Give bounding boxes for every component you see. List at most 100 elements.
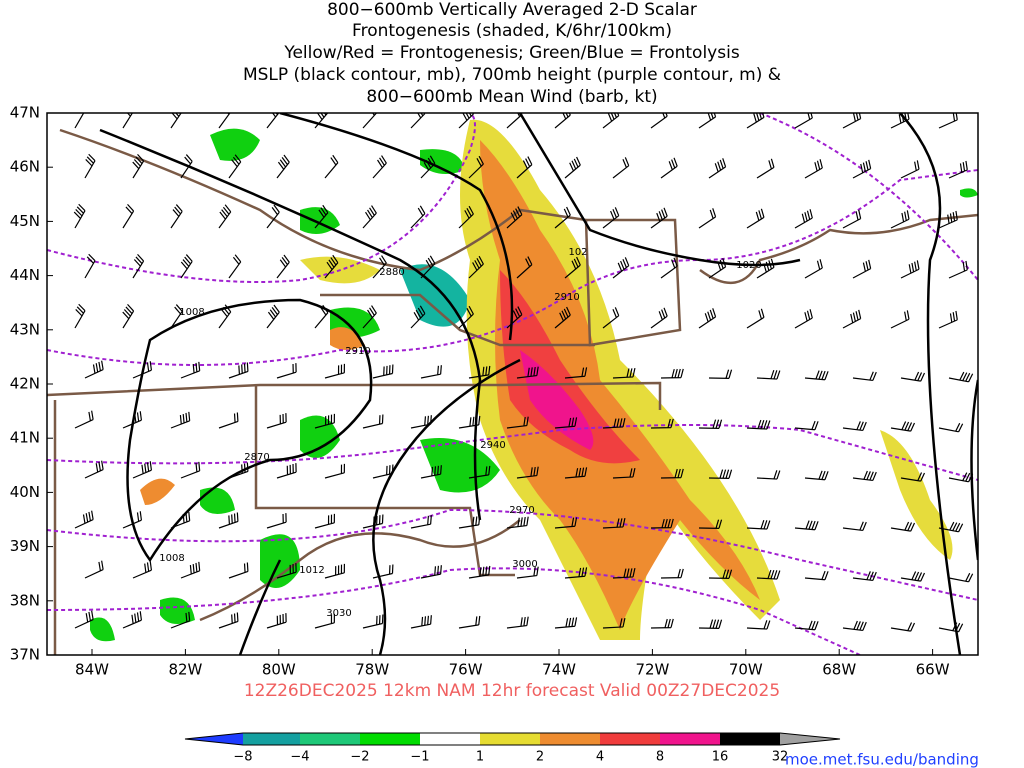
wind-barb (890, 421, 916, 432)
wind-barb (650, 113, 668, 129)
wind-barb (506, 206, 523, 229)
wind-barb (804, 259, 823, 279)
colorbar-label: 4 (596, 750, 604, 765)
lat-label: 39N (10, 537, 40, 555)
wind-barb (756, 158, 775, 179)
wind-barb (170, 113, 182, 129)
wind-barb (602, 518, 626, 529)
wind-barb (324, 463, 345, 479)
wind-barb (84, 360, 104, 379)
wind-barb (708, 158, 727, 179)
wind-barb (842, 209, 862, 229)
wind-barb (516, 566, 539, 579)
lat-label: 40N (10, 483, 40, 501)
wind-barb (458, 415, 481, 429)
wind-barb (794, 209, 813, 229)
lon-label: 70W (729, 661, 763, 679)
wind-barb (170, 204, 183, 229)
wind-barb (516, 156, 533, 179)
title-line: MSLP (black contour, mb), 700mb height (… (243, 65, 781, 85)
wind-barb (458, 305, 474, 329)
title-block: 800−600mb Vertically Averaged 2-D Scalar… (243, 0, 781, 107)
contour-label: 2940 (480, 440, 505, 451)
wind-barb (266, 413, 287, 429)
wind-barb (746, 208, 765, 229)
wind-barb (324, 254, 339, 279)
wind-barb (612, 157, 630, 179)
wind-barb (74, 303, 86, 329)
lon-label: 82W (168, 661, 202, 679)
forecast-line: 12Z26DEC2025 12km NAM 12hr forecast Vali… (244, 681, 780, 701)
contour-labels: 2880 1008 2910 2910 102 1020 2940 2870 2… (159, 247, 761, 619)
wind-barb (276, 363, 297, 379)
wind-barb (938, 521, 964, 533)
wind-barb (900, 472, 926, 482)
wind-barb (564, 156, 581, 179)
wind-barb (890, 310, 910, 329)
wind-barb (276, 154, 290, 179)
wind-barb (372, 364, 394, 379)
contour-label: 2970 (509, 505, 534, 516)
lat-label: 44N (10, 266, 40, 284)
wind-barb (660, 368, 684, 379)
lon-label: 76W (449, 661, 483, 679)
colorbar-label: 8 (656, 750, 664, 765)
wind-barb (746, 419, 771, 430)
wind-barb (266, 204, 280, 229)
lat-label: 46N (10, 158, 40, 176)
wind-barb (554, 206, 571, 229)
wind-barb (708, 469, 733, 479)
wind-barb (132, 361, 153, 379)
wind-barb (314, 413, 335, 429)
latitude-labels: 47N 46N 45N 44N 43N 42N 41N 40N 39N 38N 37N (10, 104, 53, 664)
wind-barb (410, 205, 426, 229)
wind-barb (276, 254, 290, 279)
wind-barb (554, 617, 578, 629)
wind-barb (900, 571, 926, 582)
wind-barb (420, 565, 442, 579)
wind-barb (458, 515, 481, 529)
wind-barb (804, 570, 829, 581)
wind-barb (708, 569, 733, 579)
wind-barb (180, 361, 201, 379)
lon-label: 78W (355, 661, 389, 679)
title-line: Frontogenesis (shaded, K/6hr/100km) (352, 21, 672, 41)
source-url[interactable]: moe.met.fsu.edu/banding (785, 751, 979, 768)
wind-barb (324, 563, 345, 579)
wind-barb (564, 567, 588, 579)
wind-barb (468, 565, 491, 579)
wind-barb (218, 512, 239, 529)
lat-label: 38N (10, 591, 40, 609)
wind-barb (852, 159, 872, 179)
wind-barb (458, 113, 474, 129)
wind-barb (506, 516, 529, 529)
frontolysis-strong (400, 264, 470, 327)
wind-barb (660, 257, 678, 279)
wind-barb (132, 561, 153, 579)
wind-barb (180, 154, 193, 179)
lat-label: 47N (10, 104, 40, 122)
wind-barb (890, 210, 910, 229)
wind-barb (650, 618, 674, 629)
wind-barb (74, 410, 94, 429)
wind-barb (122, 611, 143, 629)
wind-barb (660, 468, 684, 479)
wind-barb (890, 622, 916, 632)
wind-barb (852, 571, 877, 582)
wind-barb (708, 369, 733, 379)
wind-barb (650, 307, 668, 329)
wind-barb (842, 309, 862, 329)
wind-barb (660, 568, 684, 579)
wind-barb (228, 154, 242, 179)
wind-barb (458, 615, 481, 629)
wind-barb (554, 113, 571, 129)
wind-barb (122, 411, 143, 429)
wind-barb (554, 306, 571, 329)
wind-barb (698, 519, 723, 529)
wind-barb (708, 258, 727, 279)
wind-barb (948, 572, 974, 583)
wind-barb (84, 460, 104, 479)
wind-barb (372, 155, 387, 179)
wind-barb (612, 468, 636, 479)
contour-label: 2880 (379, 267, 404, 278)
